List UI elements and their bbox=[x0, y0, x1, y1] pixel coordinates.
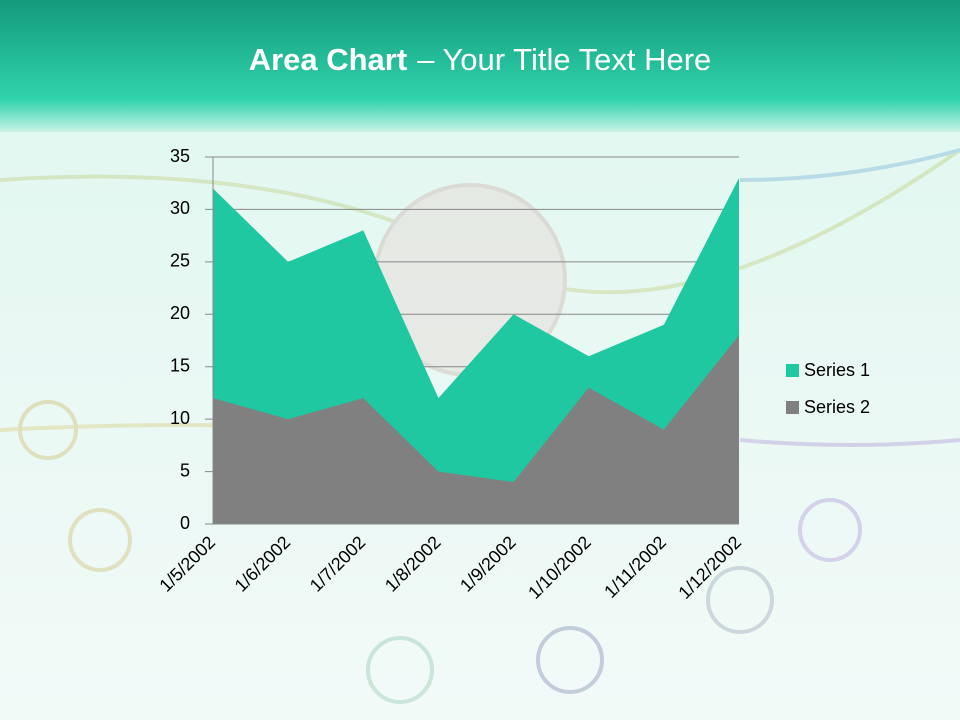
legend-label: Series 2 bbox=[804, 397, 870, 417]
area bbox=[213, 335, 739, 524]
legend-label: Series 1 bbox=[804, 360, 870, 380]
slide-title: Area Chart – Your Title Text Here bbox=[249, 42, 712, 77]
y-tick-label: 15 bbox=[170, 355, 190, 375]
y-tick-label: 35 bbox=[170, 146, 190, 166]
legend-swatch bbox=[786, 364, 799, 377]
header-band bbox=[0, 0, 960, 132]
y-tick-label: 5 bbox=[180, 460, 190, 480]
legend-swatch bbox=[786, 401, 799, 414]
y-tick-label: 0 bbox=[180, 513, 190, 533]
y-tick-label: 30 bbox=[170, 198, 190, 218]
title-rest: – Your Title Text Here bbox=[417, 42, 711, 77]
y-tick-label: 25 bbox=[170, 251, 190, 271]
title-bold: Area Chart bbox=[249, 42, 408, 77]
y-tick-label: 10 bbox=[170, 408, 190, 428]
y-tick-label: 20 bbox=[170, 303, 190, 323]
